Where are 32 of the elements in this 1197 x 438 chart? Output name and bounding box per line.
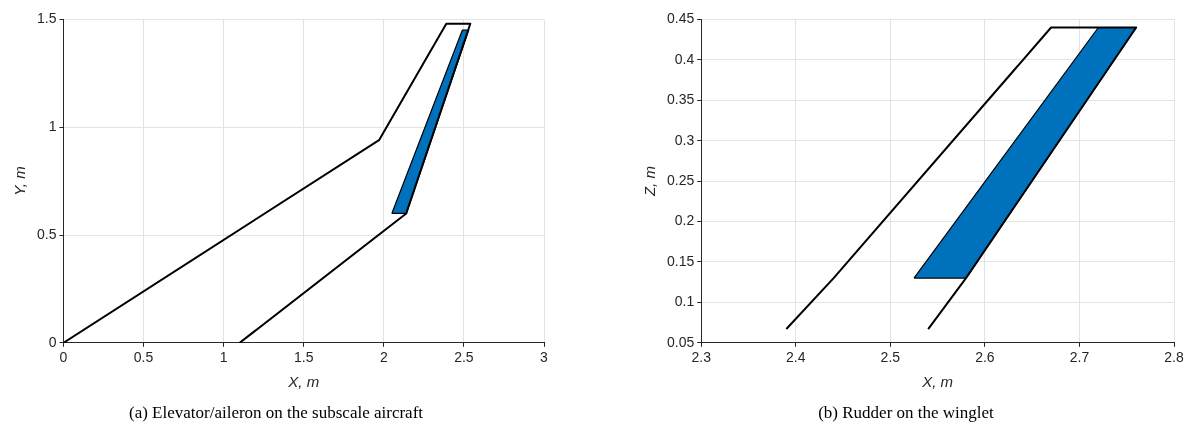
x-tick-label: 2.5: [454, 349, 474, 366]
x-tick-label: 0: [59, 349, 68, 366]
y-tick-label: 0.15: [667, 252, 695, 269]
y-tick-label: 1: [48, 118, 57, 135]
text: (a) Elevator/aileron on the subscale aircraft: [128, 403, 424, 423]
x-axis-title: X, m: [287, 372, 320, 390]
x-tick-label: 2.3: [691, 349, 712, 366]
y-axis-title: Z, m: [641, 166, 659, 198]
x-tick-label: 0.5: [133, 349, 154, 366]
y-tick-label: 0.4: [674, 50, 695, 67]
x-tick-label: 2.4: [786, 349, 806, 366]
x-tick-label: 3: [540, 349, 549, 366]
y-tick-label: 0.25: [667, 171, 695, 188]
y-tick-label: 0.45: [667, 10, 695, 27]
y-axis-title: Y, m: [11, 166, 29, 196]
x-tick-label: 1.5: [294, 349, 314, 366]
x-tick-label: 2.5: [880, 349, 901, 366]
y-tick-label: 0: [48, 333, 57, 350]
x-tick-label: 2.8: [1164, 349, 1184, 366]
y-tick-label: 0.05: [667, 333, 695, 350]
x-axis-title: X, m: [921, 372, 954, 390]
y-tick-label: 0.2: [674, 212, 695, 229]
x-tick-label: 2.7: [1069, 349, 1090, 366]
y-tick-label: 0.3: [674, 131, 695, 148]
text: (b) Rudder on the winglet: [818, 403, 995, 423]
y-tick-label: 0.35: [667, 91, 695, 108]
x-tick-label: 1: [219, 349, 228, 366]
x-tick-label: 2: [379, 349, 388, 366]
y-tick-label: 1.5: [36, 10, 57, 27]
x-tick-label: 2.6: [975, 349, 995, 366]
y-tick-label: 0.1: [674, 293, 695, 310]
y-tick-label: 0.5: [36, 225, 57, 242]
